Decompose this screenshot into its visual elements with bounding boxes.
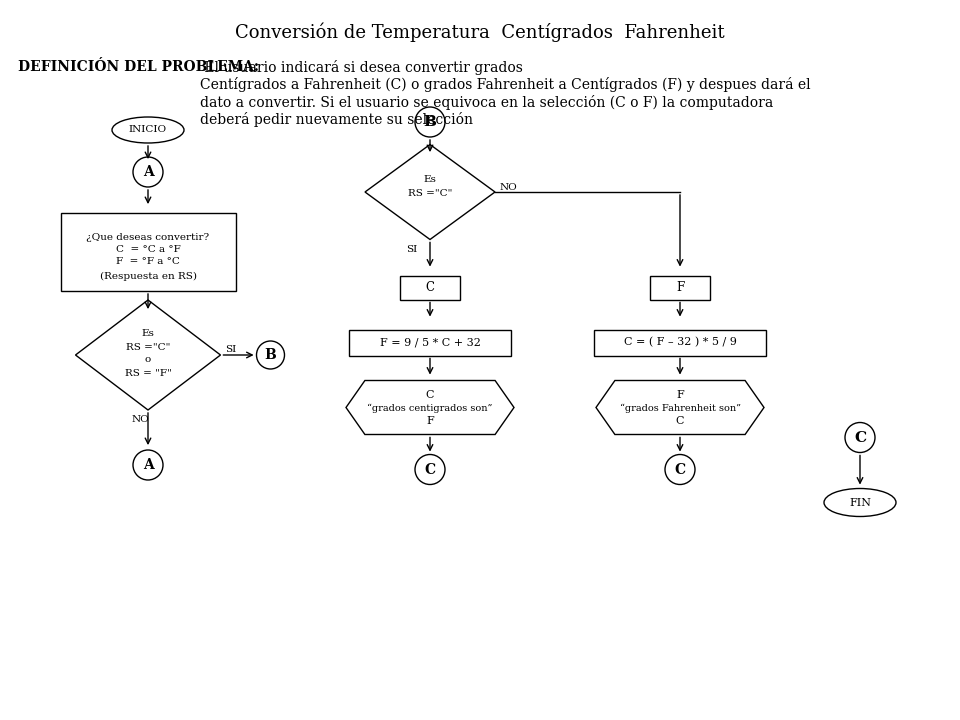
Text: F: F — [676, 281, 684, 294]
Text: C = ( F – 32 ) * 5 / 9: C = ( F – 32 ) * 5 / 9 — [624, 338, 736, 348]
Text: SI: SI — [406, 245, 418, 253]
Text: A: A — [143, 458, 154, 472]
Text: (Respuesta en RS): (Respuesta en RS) — [100, 271, 197, 281]
Text: F  = °F a °C: F = °F a °C — [116, 258, 180, 266]
Text: B: B — [423, 115, 437, 129]
Text: NO: NO — [500, 182, 517, 192]
Text: RS ="C": RS ="C" — [126, 343, 170, 351]
Text: ¿Que deseas convertir?: ¿Que deseas convertir? — [86, 233, 209, 243]
Text: C: C — [675, 462, 685, 477]
Bar — [349, 330, 511, 356]
Text: RS = "F": RS = "F" — [125, 369, 172, 377]
Text: DEFINICIÓN DEL PROBLEMA:: DEFINICIÓN DEL PROBLEMA: — [18, 60, 259, 74]
Text: F: F — [426, 416, 434, 426]
Text: A: A — [143, 165, 154, 179]
Polygon shape — [76, 300, 221, 410]
Polygon shape — [346, 380, 514, 434]
Text: “grados Fahrenheit son”: “grados Fahrenheit son” — [619, 404, 740, 413]
Polygon shape — [596, 380, 764, 434]
Text: Conversión de Temperatura  Centígrados  Fahrenheit: Conversión de Temperatura Centígrados Fa… — [235, 22, 725, 42]
Circle shape — [665, 454, 695, 485]
Text: F = 9 / 5 * C + 32: F = 9 / 5 * C + 32 — [379, 338, 480, 348]
Text: Es: Es — [141, 328, 155, 338]
Ellipse shape — [112, 117, 184, 143]
Circle shape — [133, 450, 163, 480]
Text: “grados centigrados son”: “grados centigrados son” — [368, 404, 492, 413]
Text: C  = °C a °F: C = °C a °F — [115, 246, 180, 254]
Text: Es: Es — [423, 176, 437, 184]
Circle shape — [415, 107, 445, 137]
Text: C: C — [425, 390, 434, 400]
Polygon shape — [365, 145, 495, 240]
Text: INICIO: INICIO — [129, 125, 167, 135]
Circle shape — [133, 157, 163, 187]
Text: C: C — [425, 281, 435, 294]
Bar — [594, 330, 766, 356]
Circle shape — [256, 341, 284, 369]
Text: F: F — [676, 390, 684, 400]
Ellipse shape — [824, 488, 896, 516]
Text: FIN: FIN — [849, 498, 871, 508]
Bar — [400, 276, 460, 300]
Text: B: B — [265, 348, 276, 362]
Bar — [60, 213, 235, 291]
Text: C: C — [854, 431, 866, 444]
Text: o: o — [145, 356, 151, 364]
Circle shape — [415, 454, 445, 485]
Text: SI: SI — [226, 346, 237, 354]
Circle shape — [845, 423, 875, 452]
Text: RS ="C": RS ="C" — [408, 189, 452, 199]
Text: C: C — [676, 416, 684, 426]
Text: NO: NO — [132, 415, 149, 424]
Text: El usuario indicará si desea convertir grados
Centígrados a Fahrenheit (C) o gra: El usuario indicará si desea convertir g… — [200, 60, 810, 127]
Bar — [650, 276, 710, 300]
Text: C: C — [424, 462, 436, 477]
